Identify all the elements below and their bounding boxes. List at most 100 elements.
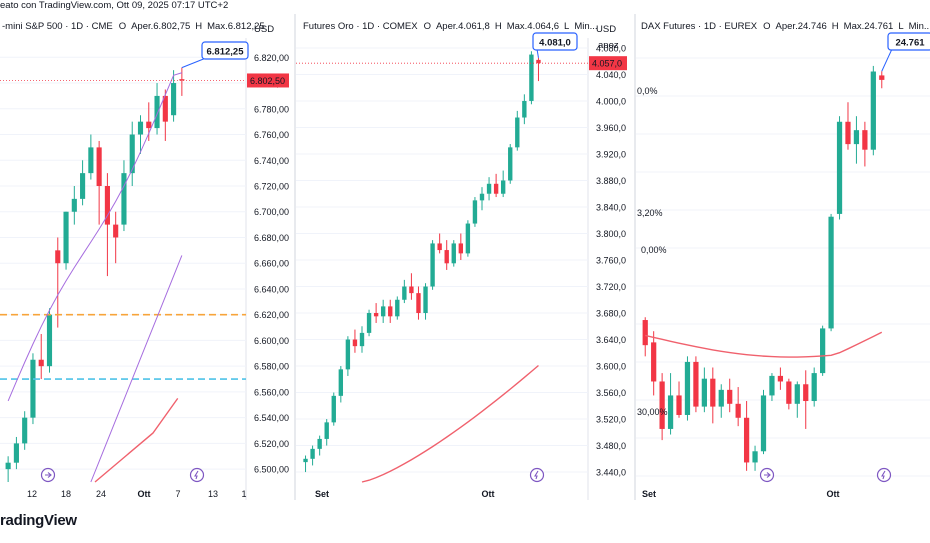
price-tick-label: 3.960,0 (596, 123, 626, 133)
candle[interactable] (55, 237, 61, 328)
candle[interactable] (828, 213, 834, 332)
candle[interactable] (743, 401, 750, 471)
panel-dax[interactable]: DAX Futures · 1D · EUREX O Aper.24.746 H Max… (598, 14, 930, 500)
candle[interactable] (373, 303, 379, 323)
earnings-event-icon[interactable] (876, 467, 892, 483)
candle[interactable] (493, 173, 499, 198)
candle[interactable] (853, 116, 860, 164)
earnings-event-icon[interactable] (189, 467, 205, 483)
candle[interactable] (508, 144, 513, 184)
candle[interactable] (154, 83, 160, 135)
candle[interactable] (693, 356, 699, 413)
panel-gold[interactable]: 4.080,0 4.040,0 4.000,0 3.960,0 3.920,0 3.880… (294, 14, 627, 500)
candle[interactable] (179, 67, 185, 96)
candle[interactable] (338, 366, 344, 403)
candle[interactable] (870, 65, 876, 156)
candle[interactable] (437, 233, 442, 254)
candle[interactable] (879, 71, 885, 89)
price-tick-label: 3.760,0 (596, 256, 626, 266)
candle[interactable] (104, 173, 110, 277)
candle[interactable] (46, 308, 53, 373)
candle[interactable] (380, 299, 386, 323)
candle[interactable] (409, 273, 414, 300)
candle[interactable] (684, 356, 691, 421)
panel-sp500[interactable]: 6.820,006.800,006.780,006.760,006.740,00… (0, 21, 289, 500)
candle[interactable] (303, 455, 308, 473)
candle[interactable] (777, 367, 784, 390)
candle[interactable] (113, 211, 119, 264)
candle[interactable] (137, 115, 144, 154)
candle[interactable] (121, 160, 127, 232)
candle-body (430, 243, 435, 287)
candle[interactable] (22, 411, 28, 450)
earnings-event-icon[interactable] (529, 467, 545, 483)
candle[interactable] (862, 121, 868, 167)
candle[interactable] (727, 378, 733, 413)
candle[interactable] (129, 121, 135, 186)
candle[interactable] (388, 299, 393, 323)
candle[interactable] (786, 378, 792, 410)
candle[interactable] (30, 353, 36, 425)
candle[interactable] (522, 94, 527, 125)
candle[interactable] (803, 370, 809, 429)
candle[interactable] (331, 392, 336, 426)
candle[interactable] (479, 187, 485, 211)
candle[interactable] (642, 317, 648, 357)
candle[interactable] (718, 384, 724, 418)
candle[interactable] (769, 373, 775, 402)
time-axis-label: Ott (482, 489, 495, 499)
chart-title: -mini S&P 500 · 1D · CME (2, 21, 113, 32)
candle[interactable] (500, 170, 506, 198)
price-callout-box[interactable] (201, 41, 249, 60)
candle[interactable] (444, 240, 449, 270)
price-callout-box[interactable] (532, 32, 578, 51)
candle[interactable] (359, 326, 365, 353)
candle[interactable] (451, 240, 456, 267)
candle[interactable] (845, 102, 851, 150)
candle[interactable] (71, 186, 77, 225)
candle[interactable] (423, 283, 428, 320)
candle[interactable] (352, 329, 358, 353)
candle[interactable] (366, 309, 372, 337)
candle[interactable] (735, 387, 741, 427)
candle[interactable] (536, 57, 541, 82)
candle[interactable] (794, 381, 800, 418)
price-callout-box[interactable] (887, 32, 930, 51)
candle[interactable] (80, 160, 86, 206)
candle[interactable] (324, 419, 329, 446)
candle[interactable] (146, 102, 152, 141)
candle[interactable] (162, 89, 168, 141)
candle[interactable] (63, 211, 69, 270)
candle[interactable] (38, 334, 44, 380)
candle[interactable] (515, 110, 520, 151)
candle[interactable] (345, 336, 351, 376)
candle[interactable] (13, 436, 19, 470)
candle[interactable] (710, 367, 716, 424)
candle[interactable] (486, 177, 492, 201)
candle[interactable] (760, 389, 767, 455)
candle[interactable] (88, 134, 94, 180)
candle[interactable] (667, 373, 674, 435)
candle[interactable] (96, 140, 102, 225)
candle[interactable] (820, 325, 826, 376)
candle[interactable] (395, 296, 400, 320)
candle[interactable] (472, 197, 478, 227)
candle[interactable] (310, 445, 315, 466)
candle[interactable] (402, 279, 407, 304)
candle[interactable] (836, 116, 843, 220)
candle[interactable] (701, 367, 707, 413)
candle[interactable] (317, 435, 322, 456)
candle[interactable] (811, 367, 817, 407)
candle-body (402, 286, 407, 300)
candle[interactable] (529, 51, 534, 105)
candle[interactable] (430, 240, 435, 290)
candle[interactable] (465, 220, 471, 257)
candle[interactable] (5, 456, 11, 482)
candle[interactable] (659, 373, 665, 441)
candle[interactable] (676, 381, 682, 418)
candle[interactable] (651, 331, 657, 396)
candle[interactable] (458, 233, 464, 260)
candle[interactable] (416, 286, 421, 320)
candle[interactable] (752, 445, 758, 471)
candle[interactable] (171, 70, 177, 122)
